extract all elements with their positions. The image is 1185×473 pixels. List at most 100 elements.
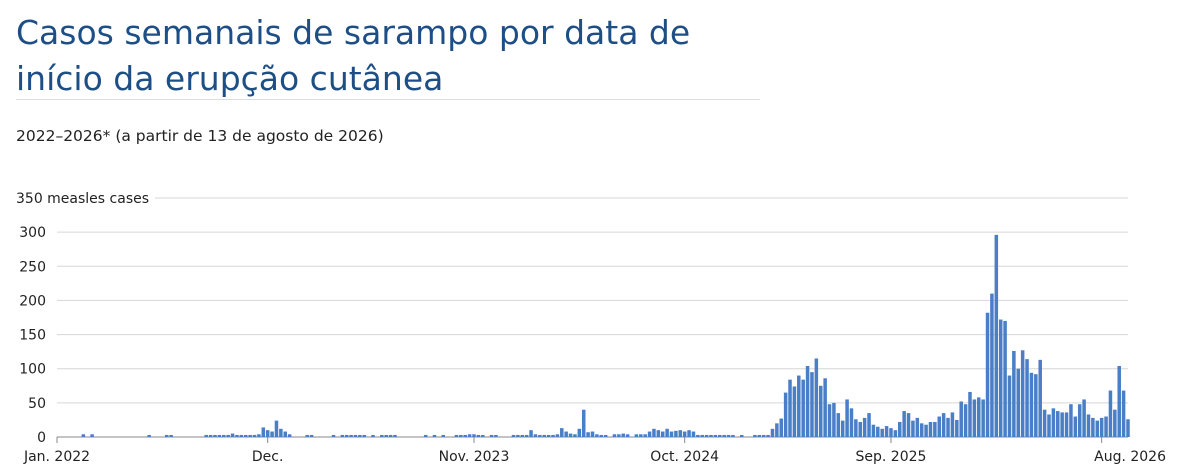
bar <box>305 434 309 437</box>
bar <box>463 434 467 437</box>
bar <box>669 431 674 437</box>
bar <box>1025 359 1029 437</box>
bar <box>1095 420 1100 437</box>
bar <box>270 431 274 437</box>
bar <box>384 434 388 437</box>
y-tick-label: 0 <box>37 430 46 446</box>
bar <box>432 434 437 437</box>
bar <box>358 434 362 437</box>
bar <box>674 430 678 437</box>
bar <box>230 433 235 437</box>
bar <box>937 416 942 437</box>
bar <box>814 358 819 437</box>
bar <box>713 434 718 437</box>
bar <box>1117 365 1121 437</box>
bar <box>766 434 770 437</box>
bar <box>617 434 621 437</box>
y-tick-label: 200 <box>19 293 46 309</box>
chart-title: Casos semanais de sarampo por data de in… <box>16 13 691 98</box>
bar <box>494 434 498 437</box>
bar <box>968 391 972 437</box>
bar <box>248 434 252 437</box>
bar <box>586 432 590 437</box>
bar <box>1091 417 1095 437</box>
bars <box>81 234 1130 437</box>
bar <box>1038 359 1042 437</box>
bar <box>1064 412 1069 437</box>
y-tick-label: 50 <box>28 396 46 412</box>
bar <box>832 402 836 437</box>
bar <box>643 434 647 437</box>
bar <box>660 431 665 437</box>
bar <box>81 434 86 437</box>
bar <box>639 434 643 437</box>
bar <box>371 434 375 437</box>
bar <box>222 434 226 437</box>
bar <box>836 413 841 437</box>
bar <box>551 434 555 437</box>
bar <box>1077 404 1082 437</box>
bar <box>1016 368 1021 437</box>
bar <box>208 434 213 437</box>
bar <box>880 428 884 437</box>
bar <box>1060 412 1064 437</box>
bar <box>726 434 731 437</box>
bar <box>1104 416 1108 437</box>
bar <box>169 434 173 437</box>
bar <box>1099 417 1104 437</box>
bar <box>533 434 538 437</box>
bar <box>718 434 722 437</box>
bar <box>147 434 151 437</box>
bar <box>994 234 999 437</box>
bar <box>691 431 696 437</box>
bar <box>889 428 893 437</box>
bar <box>858 421 862 437</box>
bar <box>529 430 533 437</box>
bar <box>1056 411 1060 437</box>
bar <box>564 431 568 437</box>
bar <box>441 434 446 437</box>
bar <box>388 434 393 437</box>
bar <box>1126 419 1130 437</box>
bar <box>1069 404 1073 437</box>
bar <box>810 372 814 437</box>
bar <box>656 430 661 437</box>
bar <box>481 434 485 437</box>
bar <box>524 434 529 437</box>
x-tick-label: Oct. 2024 <box>650 449 719 465</box>
bar <box>283 431 287 437</box>
bar <box>1012 350 1016 437</box>
bar <box>985 312 990 437</box>
bar <box>599 434 604 437</box>
bar <box>1042 409 1047 437</box>
bar <box>252 434 257 437</box>
bar <box>972 399 977 437</box>
bar <box>1047 414 1051 437</box>
bar <box>511 434 516 437</box>
bar <box>876 426 880 437</box>
bar <box>595 434 599 437</box>
bar <box>977 397 981 437</box>
y-tick-label: 300 <box>19 225 46 241</box>
bar <box>990 293 994 437</box>
bar <box>560 428 564 437</box>
bar <box>257 434 261 437</box>
bar <box>805 365 810 437</box>
bar <box>919 423 924 437</box>
bar <box>823 378 827 437</box>
bar <box>687 430 691 437</box>
bar <box>722 434 726 437</box>
bar <box>1029 372 1034 437</box>
bar <box>1082 399 1086 437</box>
bar <box>709 434 713 437</box>
bar <box>164 434 169 437</box>
bar <box>946 417 950 437</box>
y-tick-label: 100 <box>19 362 46 378</box>
bar <box>454 434 459 437</box>
bar <box>621 433 625 437</box>
bar <box>783 392 788 437</box>
bar <box>704 434 709 437</box>
y-axis-label: 350 measles cases <box>16 191 149 207</box>
bar <box>854 419 858 437</box>
bar <box>590 431 595 437</box>
